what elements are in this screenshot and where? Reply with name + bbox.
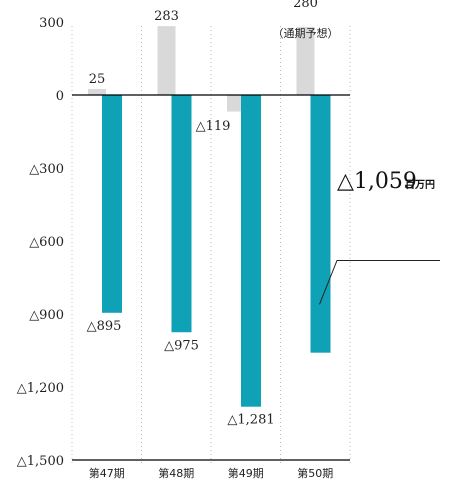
y-tick-label: 300 <box>39 16 64 31</box>
bar-net-profit <box>171 95 192 333</box>
x-tick-label: 第47期 <box>89 466 125 480</box>
x-tick-label: 第50期 <box>297 466 333 480</box>
y-tick-label: △1,500 <box>17 454 64 469</box>
y-tick-label: △900 <box>29 308 64 323</box>
data-label-operating: △119 <box>196 119 231 134</box>
callout-value: △1,059 <box>337 169 417 194</box>
y-tick-label: △600 <box>29 235 64 250</box>
callout-unit: 百万円 <box>405 179 435 191</box>
bar-net-profit <box>310 95 331 353</box>
y-axis-ticks: 300 0 △300 △600 △900 △1,200 △1,500 <box>17 16 64 469</box>
data-label-operating: 280 <box>293 0 318 11</box>
x-tick-label: 第49期 <box>228 466 264 480</box>
bars <box>72 26 350 461</box>
bar-operating-profit <box>157 26 176 96</box>
data-label-net: △895 <box>87 319 122 334</box>
bar-operating-profit <box>296 26 315 95</box>
bar-net-profit <box>102 95 122 313</box>
data-label-operating: 283 <box>154 9 179 24</box>
data-label-net: △1,281 <box>227 413 274 428</box>
bar-net-profit <box>241 95 261 407</box>
bar-operating-profit <box>227 95 245 112</box>
y-tick-label: △1,200 <box>17 381 64 396</box>
data-label-net: △975 <box>164 338 199 353</box>
x-axis-labels: 第47期 第48期 第49期 第50期 <box>89 466 334 480</box>
data-label-operating: 25 <box>89 72 106 87</box>
x-tick-label: 第48期 <box>158 466 194 480</box>
data-labels: 25 283 280 △895 △975 △1,281 △119 （通期予想） <box>87 0 339 428</box>
bar-operating-profit <box>88 88 106 95</box>
y-tick-label: △300 <box>29 162 64 177</box>
forecast-note: （通期予想） <box>273 26 339 40</box>
y-tick-label: 0 <box>56 89 64 104</box>
callout-leader-line <box>319 259 440 305</box>
